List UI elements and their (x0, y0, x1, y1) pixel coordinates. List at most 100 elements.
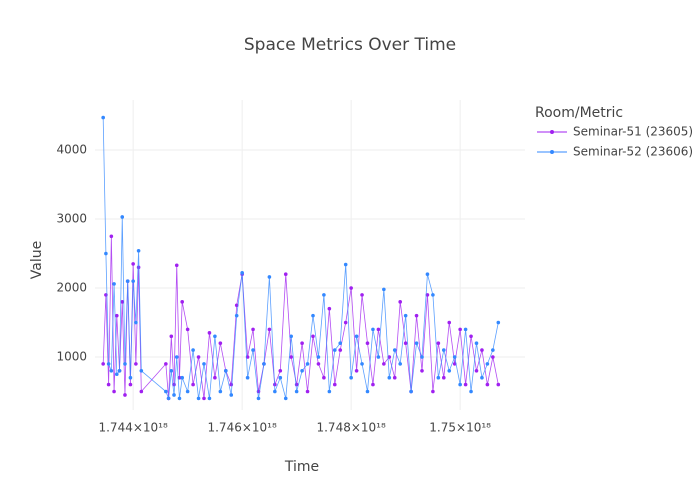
point (392, 375, 397, 380)
point (447, 320, 452, 325)
series-line (102, 117, 499, 399)
point (180, 300, 184, 304)
x-tick-label: 1.748×10¹⁸ (316, 421, 385, 435)
y-tick-label: 3000 (56, 212, 87, 226)
point (496, 382, 501, 387)
point (322, 293, 326, 297)
y-tick-label: 2000 (56, 281, 87, 295)
point (185, 389, 190, 394)
point (387, 375, 392, 380)
point (134, 320, 138, 325)
point (354, 334, 359, 339)
point (343, 262, 348, 267)
point (174, 263, 179, 268)
point (409, 389, 413, 394)
point (267, 275, 272, 279)
point (431, 389, 435, 394)
point (196, 396, 201, 401)
point (139, 389, 144, 394)
point (229, 382, 234, 387)
point (207, 331, 212, 335)
point (420, 355, 424, 359)
point (463, 382, 468, 387)
point (234, 313, 239, 318)
point (273, 389, 277, 394)
point (376, 327, 381, 332)
legend-marker (550, 130, 554, 134)
point (452, 355, 457, 359)
point (191, 348, 195, 352)
point (300, 341, 304, 346)
point (101, 362, 105, 366)
point (114, 313, 119, 318)
chart-title: Space Metrics Over Time (244, 35, 456, 55)
x-tick-label: 1.744×10¹⁸ (98, 421, 167, 435)
point (191, 382, 195, 387)
point (177, 396, 182, 401)
point (256, 396, 261, 401)
point (474, 369, 479, 373)
point (382, 362, 386, 366)
x-axis-title: Time (284, 459, 319, 475)
point (128, 382, 133, 387)
point (338, 341, 343, 346)
point (441, 348, 446, 352)
point (436, 375, 441, 380)
point (114, 372, 119, 377)
point (365, 389, 370, 394)
point (382, 287, 386, 292)
point (207, 396, 212, 401)
point (120, 300, 125, 304)
point (360, 293, 364, 297)
point (349, 286, 353, 290)
point (139, 369, 144, 373)
point (474, 341, 479, 346)
point (278, 369, 283, 373)
point (447, 369, 452, 373)
y-tick-label: 4000 (56, 143, 87, 157)
point (289, 334, 293, 339)
point (218, 341, 223, 346)
point (458, 382, 462, 387)
point (245, 375, 250, 380)
point (436, 341, 441, 346)
point (123, 362, 127, 366)
point (262, 362, 266, 366)
point (431, 293, 435, 297)
point (251, 327, 255, 332)
point (180, 375, 184, 380)
point (202, 362, 206, 366)
legend-title: Room/Metric (535, 105, 623, 121)
point (365, 341, 370, 346)
point (240, 271, 244, 275)
point (392, 348, 397, 352)
point (376, 355, 381, 359)
point (166, 396, 171, 401)
point (136, 248, 141, 253)
point (185, 327, 190, 332)
point (202, 396, 206, 401)
point (117, 369, 122, 373)
point (283, 272, 288, 277)
legend-label: Seminar-51 (23605) (573, 125, 693, 139)
point (300, 369, 304, 373)
point (496, 320, 501, 325)
point (120, 215, 125, 219)
point (327, 389, 332, 394)
point (469, 334, 473, 339)
point (332, 382, 337, 387)
point (172, 393, 176, 397)
point (485, 382, 490, 387)
point (128, 375, 133, 380)
point (311, 313, 315, 318)
point (371, 382, 375, 387)
point (218, 389, 223, 394)
point (469, 389, 473, 394)
point (322, 375, 326, 380)
point (169, 334, 174, 339)
x-tick-label: 1.75×10¹⁸ (429, 421, 491, 435)
point (491, 348, 495, 352)
point (398, 300, 402, 304)
